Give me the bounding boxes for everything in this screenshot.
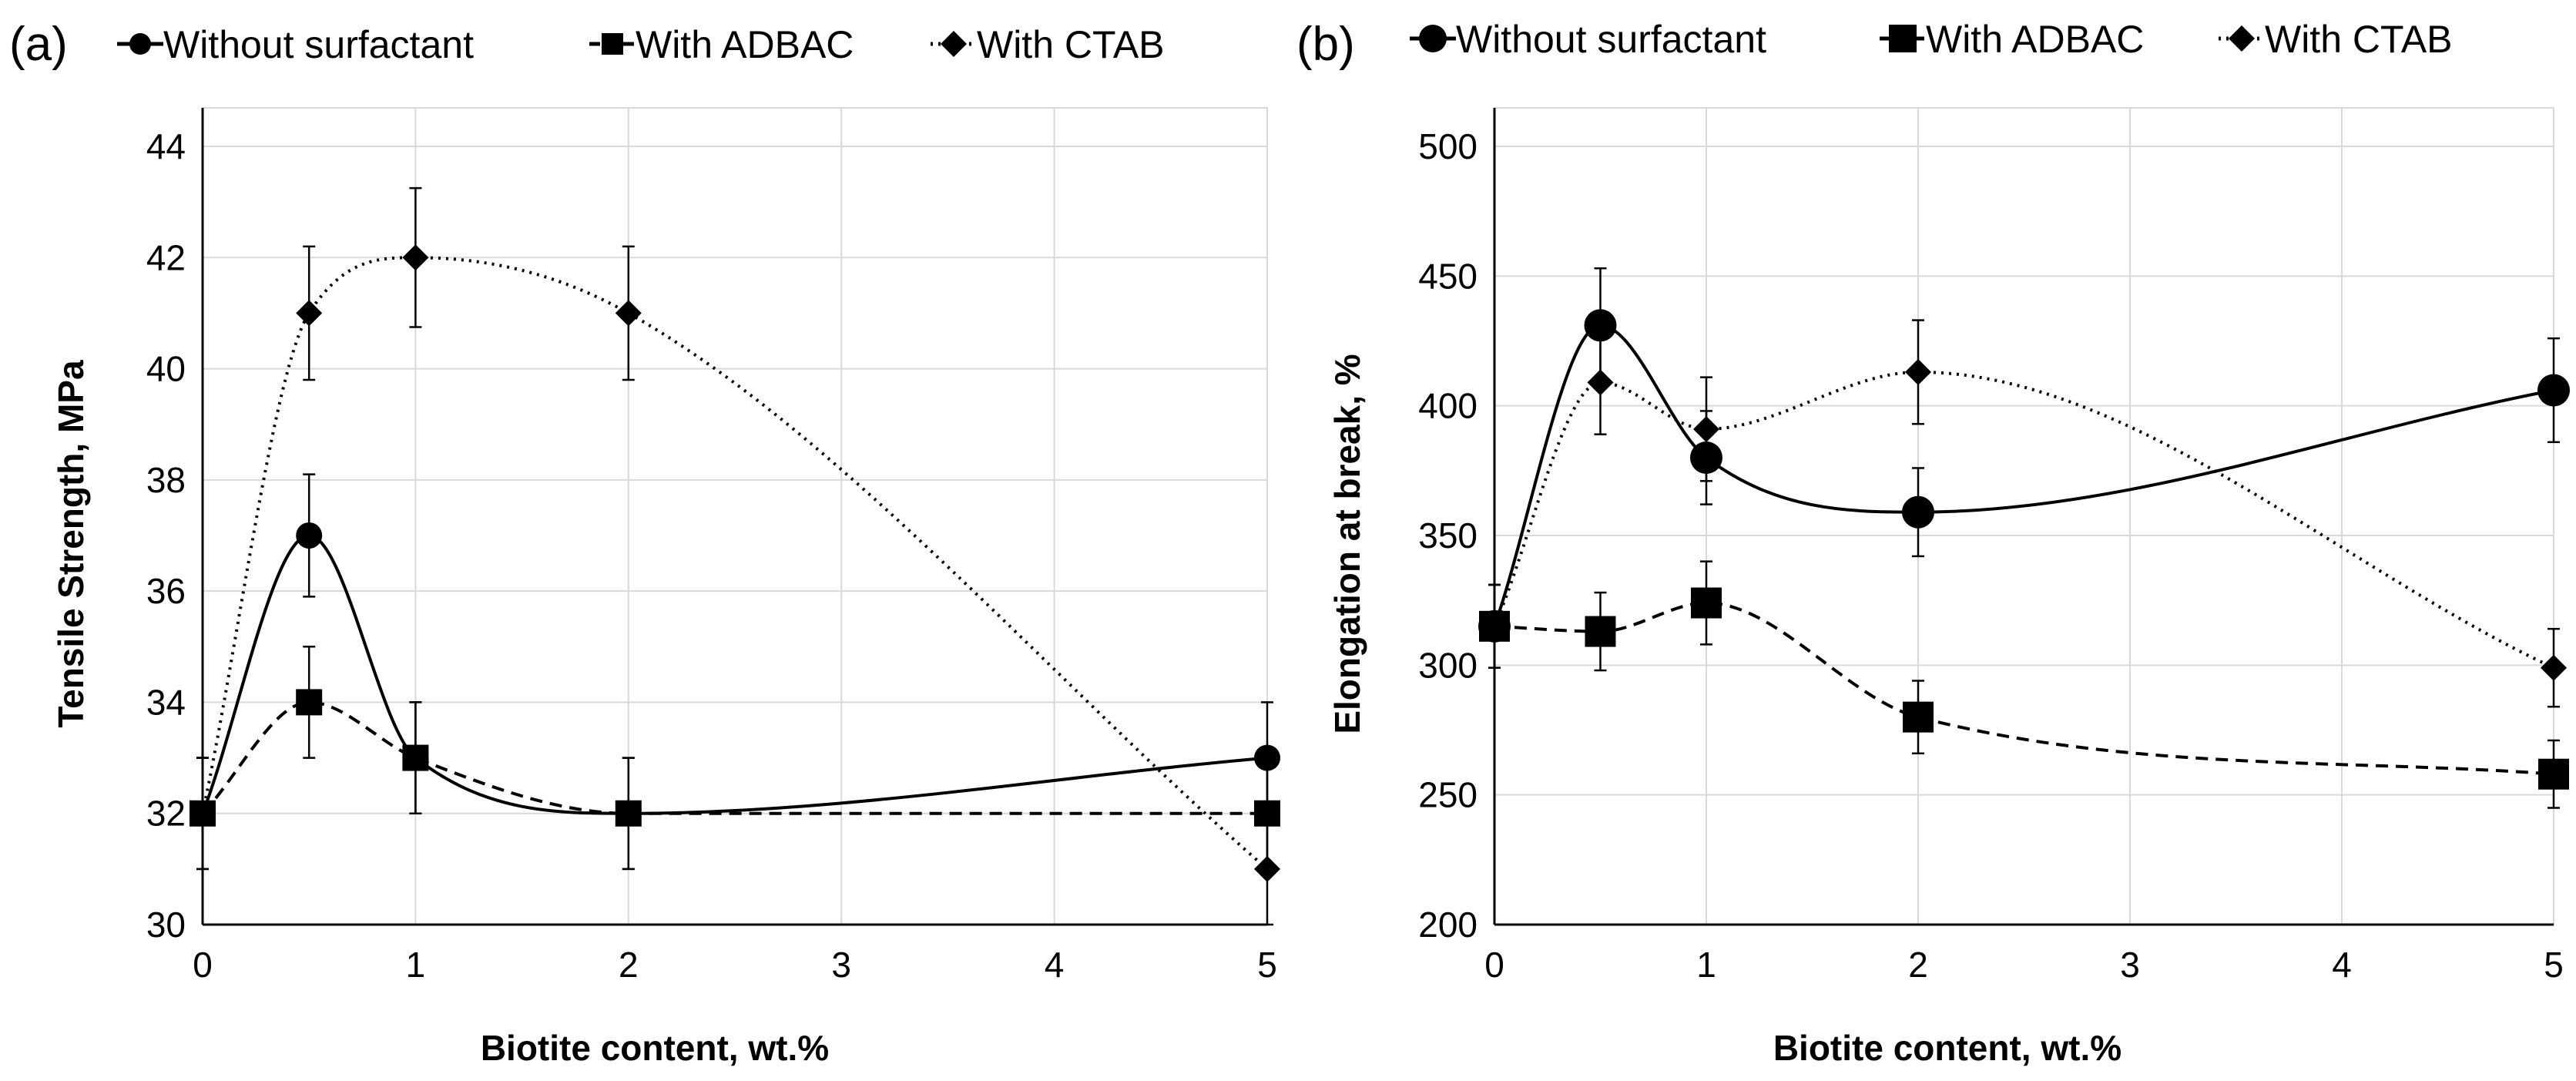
x-tick-label: 3 — [2120, 945, 2140, 985]
legend-marker-circle — [1419, 25, 1447, 52]
data-point-circle — [402, 744, 429, 771]
data-point-circle — [1478, 609, 1511, 643]
data-point-square — [1691, 587, 1722, 619]
x-tick-label: 3 — [831, 945, 851, 985]
series-line — [201, 533, 1268, 815]
y-tick-label: 42 — [146, 237, 186, 277]
data-point-square — [1903, 701, 1934, 733]
legend-marker-diamond — [2229, 25, 2255, 52]
chart-panel-a: (a) Without surfactant With ADBAC With C… — [9, 18, 1280, 1068]
y-tick-label: 450 — [1418, 256, 1478, 296]
x-tick-label: 1 — [1696, 945, 1716, 985]
y-tick-label: 36 — [146, 571, 186, 611]
legend-marker-circle — [129, 33, 151, 55]
y-axis-label: Tensile Strength, MPa — [51, 360, 91, 728]
legend: Without surfactant With ADBAC With CTAB — [117, 23, 1165, 66]
y-tick-label: 250 — [1418, 775, 1478, 815]
data-point-diamond — [402, 244, 429, 271]
legend-marker-square — [602, 33, 623, 55]
x-tick-label: 1 — [406, 945, 426, 985]
legend-label-without: Without surfactant — [163, 23, 474, 66]
y-tick-label: 40 — [146, 349, 186, 389]
x-tick-label: 0 — [193, 945, 213, 985]
data-point-diamond — [296, 300, 323, 327]
y-tick-label: 300 — [1418, 645, 1478, 685]
series-line — [201, 256, 1269, 871]
series-line — [1494, 601, 2554, 776]
x-tick-label: 0 — [1484, 945, 1504, 985]
x-tick-label: 4 — [1045, 945, 1065, 985]
plot-area: 200 250 300 350 400 450 500 0 1 2 3 4 5 — [1418, 107, 2570, 985]
data-point-diamond — [615, 300, 642, 327]
y-tick-label: 500 — [1418, 126, 1478, 166]
y-tick-label: 350 — [1418, 515, 1478, 556]
series-line — [1493, 324, 2554, 627]
legend-label-ctab: With CTAB — [977, 23, 1165, 66]
data-point-circle — [190, 800, 216, 827]
y-tick-label: 200 — [1418, 905, 1478, 945]
data-point-circle — [1902, 495, 1934, 529]
data-point-square — [2538, 758, 2569, 790]
legend-marker-diamond — [941, 31, 967, 57]
x-tick-label: 5 — [2544, 945, 2564, 985]
legend: Without surfactant With ADBAC With CTAB — [1410, 18, 2453, 61]
y-tick-label: 32 — [146, 794, 186, 834]
series-line — [1493, 370, 2554, 670]
y-tick-label: 38 — [146, 460, 186, 500]
x-axis-label: Biotite content, wt.% — [481, 1028, 829, 1068]
x-tick-label: 5 — [1257, 945, 1277, 985]
y-tick-label: 34 — [146, 682, 186, 722]
x-tick-label: 4 — [2332, 945, 2352, 985]
plot-frame — [1494, 107, 2554, 925]
data-point-circle — [615, 800, 642, 827]
data-point-square — [1585, 616, 1616, 647]
x-tick-label: 2 — [619, 945, 639, 985]
y-axis-label: Elongation at break, % — [1327, 354, 1367, 734]
plot-frame — [202, 107, 1268, 925]
legend-label-ctab: With CTAB — [2265, 18, 2453, 61]
x-tick-label: 2 — [1908, 945, 1928, 985]
data-point-circle — [1254, 744, 1280, 771]
legend-label-adbac: With ADBAC — [636, 23, 854, 66]
x-axis-label: Biotite content, wt.% — [1773, 1028, 2122, 1068]
panel-label: (b) — [1296, 18, 1355, 71]
panel-label: (a) — [9, 18, 68, 71]
series-line — [201, 700, 1267, 815]
data-point-square — [296, 689, 323, 716]
data-point-circle — [2537, 374, 2570, 407]
y-tick-label: 44 — [146, 126, 186, 166]
legend-label-adbac: With ADBAC — [1926, 18, 2144, 61]
y-tick-label: 400 — [1418, 386, 1478, 426]
chart-panel-b: (b) Without surfactant With ADBAC With C… — [1296, 18, 2570, 1068]
data-point-diamond — [2541, 654, 2567, 681]
data-point-circle — [1690, 441, 1722, 474]
data-point-diamond — [1905, 358, 1931, 385]
data-point-circle — [296, 522, 323, 549]
legend-marker-square — [1889, 25, 1917, 52]
legend-label-without: Without surfactant — [1456, 18, 1766, 61]
data-point-circle — [1584, 309, 1617, 342]
y-tick-label: 30 — [146, 905, 186, 945]
